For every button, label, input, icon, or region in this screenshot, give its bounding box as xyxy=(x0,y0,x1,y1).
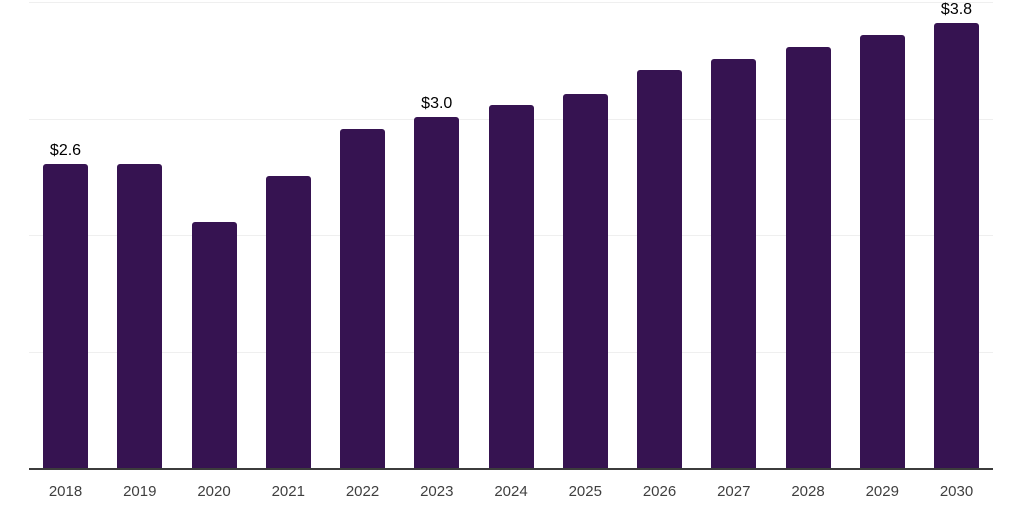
x-tick-label-2029: 2029 xyxy=(865,483,899,500)
bar-2025 xyxy=(562,93,608,468)
bar-2024 xyxy=(488,105,534,468)
x-tick-label-2020: 2020 xyxy=(197,483,231,500)
bar-2029 xyxy=(859,35,905,468)
x-tick-label-2018: 2018 xyxy=(48,483,83,500)
bar-value-label-2030: $3.8 xyxy=(940,1,973,19)
bar-2028 xyxy=(785,46,831,468)
x-tick-label-2030: 2030 xyxy=(939,483,974,500)
bar-cell-2029 xyxy=(859,2,905,468)
bar-cell-2027 xyxy=(711,2,757,468)
bar-cell-2023: $3.0 xyxy=(414,2,460,468)
bar-2018 xyxy=(43,163,88,468)
gridline xyxy=(29,2,993,3)
bar-value-label-2023: $3.0 xyxy=(421,95,453,112)
x-tick-label-2021: 2021 xyxy=(271,483,305,500)
bar-cell-2025 xyxy=(562,2,608,468)
x-tick-label-2025: 2025 xyxy=(568,483,602,500)
x-axis-ticks: 2018 2019 2020 2021 2022 2023 2024 2025 2026 2027… xyxy=(29,484,993,504)
bars-row: $2.6 $3.0 $3.8 xyxy=(29,1,993,468)
bar-cell-2022 xyxy=(340,2,385,468)
bar-cell-2024 xyxy=(488,2,534,468)
bar-2023 xyxy=(414,117,460,468)
x-tick-label-2023: 2023 xyxy=(420,483,454,500)
bar-cell-2018: $2.6 xyxy=(43,2,88,468)
x-tick-label-2022: 2022 xyxy=(345,483,380,500)
bar-cell-2026 xyxy=(637,2,682,468)
bar-cell-2028 xyxy=(785,2,831,468)
x-tick-label-2019: 2019 xyxy=(123,483,157,500)
bar-2027 xyxy=(711,58,757,468)
bar-2022 xyxy=(340,128,385,468)
plot-area: $2.6 $3.0 $3.8 xyxy=(29,1,993,470)
bar-2026 xyxy=(637,70,682,468)
x-tick-label-2027: 2027 xyxy=(717,483,751,500)
x-tick-label-2024: 2024 xyxy=(494,483,528,500)
bar-value-label-2018: $2.6 xyxy=(49,141,82,159)
bar-2020 xyxy=(191,222,237,468)
bar-2021 xyxy=(265,175,311,468)
bar-cell-2021 xyxy=(265,2,311,468)
bar-cell-2020 xyxy=(191,2,237,468)
bar-cell-2019 xyxy=(117,2,163,468)
x-tick-label-2026: 2026 xyxy=(642,483,677,500)
bar-cell-2030: $3.8 xyxy=(934,1,979,468)
bar-2030 xyxy=(934,23,979,468)
x-tick-label-2028: 2028 xyxy=(791,483,825,500)
bar-2019 xyxy=(117,163,163,468)
